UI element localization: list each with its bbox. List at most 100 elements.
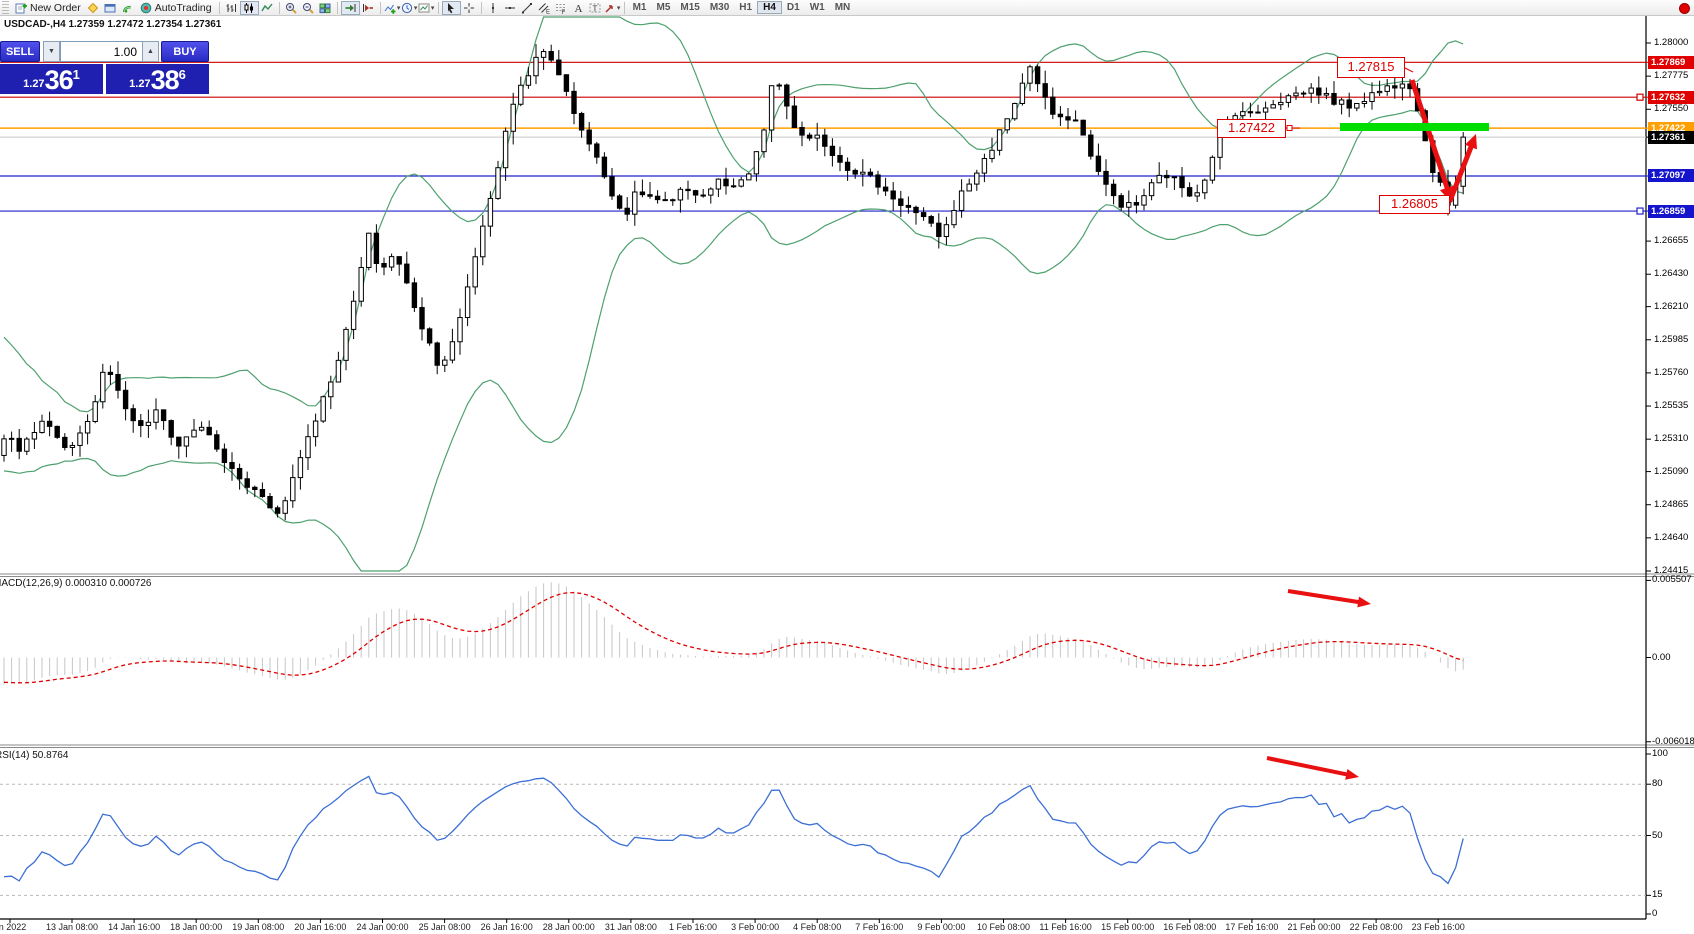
trend-arrow-bounce[interactable] (1447, 134, 1477, 202)
callout-1.26805[interactable]: 1.26805 (1379, 195, 1450, 214)
x-axis-label: 1 Feb 16:00 (668, 922, 718, 932)
timeframe-button-H4[interactable]: H4 (757, 1, 782, 14)
x-axis-label: 31 Jan 08:00 (604, 922, 657, 932)
toolbar-separator (336, 1, 338, 14)
sell-price[interactable]: 1.27 36 1 (0, 64, 103, 94)
horizontal-line-icon (505, 6, 516, 9)
main-toolbar: New Order AutoTrading ▾ ▾ ▾ E F A T ▾ M1 M5 M15 M30 H1… (0, 0, 1694, 16)
equidistant-channel-icon: E (538, 2, 550, 14)
sell-button[interactable]: SELL (0, 41, 40, 62)
metaeditor-button[interactable] (85, 1, 102, 15)
new-order-icon (15, 3, 27, 13)
arrows-icon (605, 4, 613, 13)
horizontal-line-button[interactable] (502, 1, 519, 15)
zoom-out-button[interactable] (300, 1, 317, 15)
timeframe-button-W1[interactable]: W1 (809, 2, 825, 13)
signals-button[interactable] (119, 1, 136, 15)
timeframe-button-M30[interactable]: M30 (709, 2, 730, 13)
x-axis-label: 16 Feb 08:00 (1163, 922, 1217, 932)
candlestick-chart-icon (244, 2, 254, 13)
text-button[interactable]: A (570, 1, 587, 15)
fibonacci-button[interactable]: F (553, 1, 570, 15)
y-axis-tick: 1.24865 (1654, 498, 1689, 510)
timeframe-button-H1[interactable]: H1 (739, 2, 753, 13)
templates-button[interactable]: ▾ (418, 1, 435, 15)
buy-button[interactable]: BUY (161, 41, 209, 62)
x-axis-label: 28 Jan 00:00 (542, 922, 595, 932)
x-axis-label: 17 Feb 16:00 (1225, 922, 1279, 932)
rsi-axis-tick: 0 (1652, 908, 1658, 919)
timeframe-button-D1[interactable]: D1 (786, 2, 800, 13)
macd-signal-line (3, 591, 1464, 684)
bar-chart-button[interactable] (223, 1, 240, 15)
cursor-button[interactable] (441, 0, 461, 15)
candlestick-chart-button[interactable] (239, 0, 259, 15)
tile-windows-icon (319, 3, 331, 13)
macd-label: MACD(12,26,9) 0.000310 0.000726 (0, 578, 152, 589)
timeframe-button-M1[interactable]: M1 (632, 2, 647, 13)
crosshair-button[interactable] (461, 1, 478, 15)
chart-shift-button[interactable] (360, 1, 377, 15)
toolbar-drag-handle[interactable] (2, 1, 9, 14)
rsi-label: RSI(14) 50.8764 (0, 750, 69, 761)
auto-scroll-button[interactable] (340, 0, 360, 15)
new-order-button[interactable]: New Order (11, 1, 85, 15)
price-badge-1.27097: 1.27097 (1648, 169, 1694, 183)
equidistant-channel-button[interactable]: E (536, 1, 553, 15)
volume-up-button[interactable]: ▲ (142, 41, 159, 62)
rsi-axis-tick: 15 (1652, 889, 1663, 901)
volume-input[interactable] (60, 41, 143, 62)
y-axis-tick: 1.25310 (1654, 433, 1689, 445)
svg-text:F: F (562, 9, 566, 13)
x-axis-label: 26 Jan 16:00 (480, 922, 533, 932)
y-axis-tick: 1.27550 (1654, 103, 1689, 115)
green-zone-annotation[interactable] (1340, 123, 1489, 131)
toolbar-separator (437, 1, 439, 14)
macd-arrow[interactable] (1287, 589, 1371, 608)
rsi-arrow[interactable] (1266, 756, 1359, 780)
terminal-button[interactable] (102, 1, 119, 15)
price-badge-1.26859: 1.26859 (1648, 204, 1694, 218)
vertical-line-icon (492, 2, 495, 13)
y-axis-tick: 1.26655 (1654, 235, 1689, 247)
rsi-axis-tick: 50 (1652, 829, 1663, 841)
chevron-down-icon: ▾ (430, 4, 435, 12)
one-click-trading-panel: SELL ▼ ▲ BUY 1.27 36 1 1.27 38 6 (0, 41, 209, 94)
trend-arrow-down[interactable] (1409, 79, 1455, 203)
buy-price[interactable]: 1.27 38 6 (106, 64, 209, 94)
autotrading-label: AutoTrading (154, 1, 212, 14)
periods-button[interactable]: ▾ (401, 1, 418, 15)
line-chart-button[interactable] (259, 1, 276, 15)
rsi-axis-tick: 100 (1652, 748, 1668, 759)
sell-price-sup: 1 (72, 67, 80, 82)
zoom-in-button[interactable] (283, 1, 300, 15)
svg-text:T: T (593, 4, 598, 13)
trendline-button[interactable] (519, 1, 536, 15)
callout-1.27422[interactable]: 1.27422 (1217, 119, 1286, 138)
y-axis-tick: 1.26430 (1654, 268, 1689, 280)
timeframe-button-M15[interactable]: M15 (680, 2, 700, 13)
bollinger-upper-band (3, 16, 1464, 413)
vertical-line-button[interactable] (485, 1, 502, 15)
arrows-button[interactable]: ▾ (604, 1, 621, 15)
new-order-label: New Order (30, 1, 81, 14)
indicators-button[interactable]: ▾ (384, 1, 401, 15)
autotrading-button[interactable]: AutoTrading (136, 1, 216, 15)
text-label-button[interactable]: T (587, 1, 604, 15)
x-axis-label: 20 Jan 16:00 (294, 922, 347, 932)
svg-text:A: A (575, 3, 583, 14)
price-badge-1.27361: 1.27361 (1648, 130, 1694, 144)
volume-down-button[interactable]: ▼ (43, 41, 60, 62)
timeframe-button-MN[interactable]: MN (834, 2, 851, 13)
x-axis-label: 24 Jan 00:00 (356, 922, 409, 932)
text-label-icon: T (589, 3, 601, 13)
x-axis-label: 23 Feb 16:00 (1411, 922, 1465, 932)
tile-windows-button[interactable] (317, 1, 334, 15)
callout-1.27815[interactable]: 1.27815 (1337, 57, 1405, 78)
chevron-down-icon: ▾ (396, 4, 401, 12)
y-axis-tick: 1.24640 (1654, 531, 1689, 543)
indicators-icon (384, 4, 396, 14)
timeframe-button-M5[interactable]: M5 (656, 2, 671, 13)
